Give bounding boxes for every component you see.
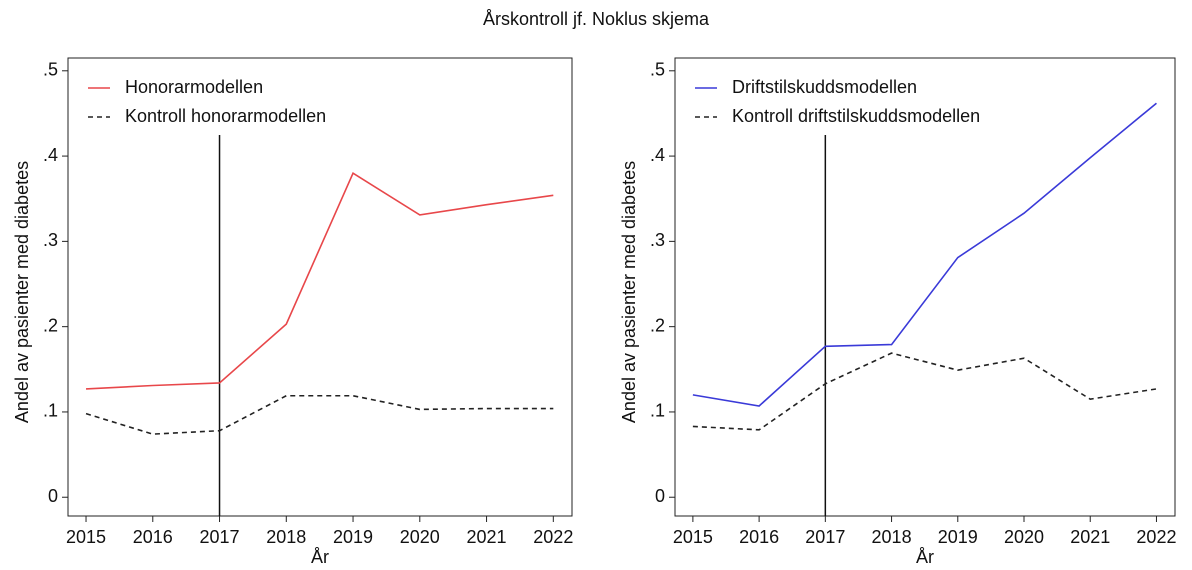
legend-label: Driftstilskuddsmodellen: [732, 77, 917, 97]
x-tick-label: 2022: [1136, 527, 1176, 547]
series-line: [85, 394, 554, 435]
x-tick-label: 2017: [805, 527, 845, 547]
y-tick-label: 0: [48, 486, 58, 506]
x-tick-label: 2019: [938, 527, 978, 547]
x-tick-label: 2022: [533, 527, 573, 547]
legend-label: Honorarmodellen: [125, 77, 263, 97]
y-tick-label: .4: [650, 145, 665, 165]
y-tick-label: .5: [43, 60, 58, 80]
x-tick-label: 2021: [1070, 527, 1110, 547]
x-tick-label: 2018: [872, 527, 912, 547]
plot-frame: [67, 57, 573, 517]
series-line: [692, 102, 1157, 407]
x-tick-label: 2015: [673, 527, 713, 547]
y-tick-label: 0: [655, 486, 665, 506]
x-axis-title: År: [311, 547, 329, 567]
y-tick-label: .5: [650, 60, 665, 80]
figure-title: Årskontroll jf. Noklus skjema: [483, 9, 710, 29]
x-tick-label: 2017: [200, 527, 240, 547]
y-tick-label: .2: [650, 315, 665, 335]
y-tick-label: .4: [43, 145, 58, 165]
x-tick-label: 2016: [133, 527, 173, 547]
y-tick-label: .1: [43, 401, 58, 421]
y-axis-title: Andel av pasienter med diabetes: [619, 161, 639, 423]
y-tick-label: .3: [650, 230, 665, 250]
x-tick-label: 2015: [66, 527, 106, 547]
y-tick-label: .1: [650, 401, 665, 421]
y-axis-title: Andel av pasienter med diabetes: [12, 161, 32, 423]
x-axis-title: År: [916, 547, 934, 567]
y-tick-label: .2: [43, 315, 58, 335]
series-line: [85, 171, 554, 390]
x-tick-label: 2018: [266, 527, 306, 547]
legend-label: Kontroll driftstilskuddsmodellen: [732, 106, 980, 126]
x-tick-label: 2021: [467, 527, 507, 547]
x-tick-label: 2019: [333, 527, 373, 547]
y-tick-label: .3: [43, 230, 58, 250]
legend-label: Kontroll honorarmodellen: [125, 106, 326, 126]
x-tick-label: 2020: [1004, 527, 1044, 547]
x-tick-label: 2016: [739, 527, 779, 547]
series-line: [692, 352, 1157, 431]
plot-frame: [674, 57, 1176, 517]
x-tick-label: 2020: [400, 527, 440, 547]
